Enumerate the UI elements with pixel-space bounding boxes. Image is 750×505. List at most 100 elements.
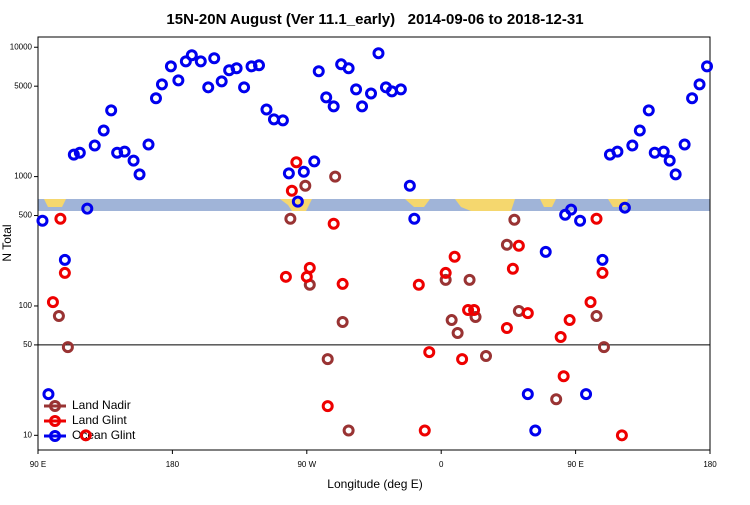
y-tick-label: 10	[23, 430, 32, 439]
point	[550, 393, 563, 406]
point	[456, 353, 469, 366]
point	[299, 179, 312, 192]
point	[73, 146, 86, 159]
y-tick-label: 500	[19, 211, 33, 220]
legend-marker	[49, 415, 61, 427]
point	[408, 212, 421, 225]
y-axis-label: N Total	[0, 224, 14, 261]
point	[686, 92, 699, 105]
point	[590, 310, 603, 323]
point	[215, 75, 228, 88]
y-tick-label: 1000	[14, 172, 32, 181]
point	[290, 156, 303, 169]
point	[172, 74, 185, 87]
point	[81, 202, 94, 215]
point	[468, 304, 481, 317]
point	[97, 124, 110, 137]
point	[521, 388, 534, 401]
point	[291, 195, 304, 208]
point	[54, 212, 67, 225]
point	[321, 400, 334, 413]
point	[480, 350, 492, 363]
point	[320, 91, 333, 104]
point	[445, 314, 458, 327]
point	[580, 388, 593, 401]
point	[403, 179, 416, 192]
point	[208, 52, 221, 65]
point	[276, 114, 289, 127]
x-axis-label: Longitude (deg E)	[327, 477, 422, 491]
point	[336, 277, 349, 290]
point	[67, 148, 80, 161]
point	[284, 212, 297, 225]
point	[179, 55, 192, 68]
point	[118, 145, 131, 158]
point	[512, 239, 525, 252]
point	[230, 62, 243, 75]
point	[669, 168, 682, 181]
point	[202, 81, 215, 94]
x-tick-label: 90 E	[30, 460, 46, 469]
point	[574, 214, 587, 227]
point	[155, 78, 168, 91]
point	[88, 139, 101, 152]
point	[597, 341, 610, 354]
point	[554, 331, 567, 344]
point	[439, 266, 452, 279]
point	[79, 429, 92, 442]
point	[463, 273, 476, 286]
point	[418, 424, 431, 437]
legend-label: Land Glint	[72, 413, 127, 427]
point	[350, 83, 363, 96]
point	[451, 326, 464, 339]
land-strip	[44, 199, 628, 211]
point	[693, 78, 706, 91]
y-tick-label: 5000	[14, 81, 32, 90]
point	[342, 62, 355, 75]
point	[657, 145, 670, 158]
point	[327, 100, 340, 113]
point	[439, 273, 452, 286]
legend-marker	[49, 430, 61, 442]
point	[329, 170, 342, 183]
point	[701, 60, 714, 73]
point	[279, 270, 292, 283]
point	[633, 124, 646, 137]
map-strip	[38, 199, 710, 211]
point	[356, 100, 369, 113]
point	[164, 60, 177, 73]
point	[61, 341, 74, 354]
x-tick-label: 0	[439, 460, 444, 469]
point	[462, 304, 475, 317]
point	[133, 168, 146, 181]
point	[36, 214, 49, 227]
x-tick-label: 180	[166, 460, 180, 469]
point	[563, 314, 576, 327]
point	[663, 154, 676, 167]
point	[521, 307, 534, 320]
point	[590, 212, 603, 225]
point	[127, 154, 140, 167]
point	[185, 49, 198, 62]
point	[308, 155, 321, 168]
point	[342, 424, 355, 437]
point	[372, 47, 385, 60]
x-tick-label: 90 E	[567, 460, 583, 469]
point	[282, 167, 295, 180]
point	[611, 145, 624, 158]
point	[285, 184, 298, 197]
point	[642, 104, 655, 117]
point	[149, 92, 162, 105]
point	[423, 346, 436, 359]
point	[584, 296, 597, 309]
point	[238, 81, 251, 94]
point	[253, 59, 266, 72]
y-tick-label: 10000	[10, 42, 33, 51]
point	[297, 165, 310, 178]
legend-marker	[49, 400, 61, 412]
point	[327, 217, 340, 230]
point	[58, 253, 71, 266]
point	[365, 87, 378, 100]
point	[105, 104, 118, 117]
